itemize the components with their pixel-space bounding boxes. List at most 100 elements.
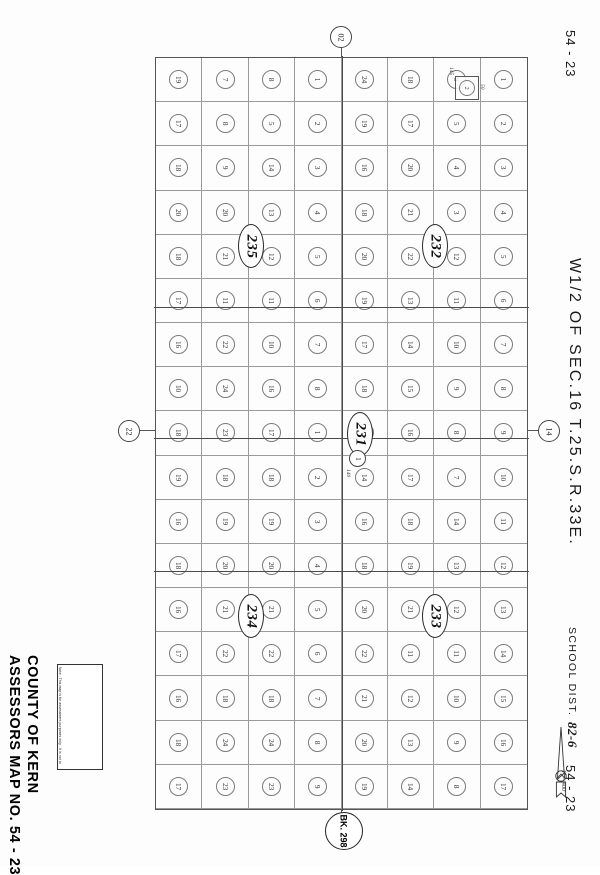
- parcel-number: 20: [354, 600, 374, 620]
- parcel-number: 17: [169, 644, 189, 664]
- parcel-number: 4: [308, 202, 328, 222]
- parcel-number: 12: [447, 600, 467, 620]
- parcel-cell: 17: [248, 411, 296, 456]
- parcel-cell: 7: [480, 323, 527, 368]
- center-small-parcel-circle: 1: [349, 450, 366, 467]
- section-tick-left: [140, 430, 155, 432]
- parcel-number: 10: [169, 379, 189, 399]
- parcel-cell: 19: [341, 764, 388, 809]
- parcel-number: 2: [308, 114, 328, 134]
- parcel-cell: 18: [387, 499, 435, 544]
- parcel-cell: 13: [480, 588, 527, 633]
- parcel-cell: 24: [248, 720, 296, 765]
- parcel-cell: 11: [387, 632, 435, 677]
- parcel-cell: 16: [248, 367, 296, 412]
- parcel-cell: 18: [156, 720, 203, 765]
- parcel-number: 3: [447, 202, 467, 222]
- parcel-cell: 5: [295, 234, 342, 279]
- parcel-number: 1: [308, 423, 328, 443]
- parcel-cell: 16: [156, 676, 203, 721]
- parcel-number: 10: [447, 688, 467, 708]
- parcel-cell: 9: [202, 146, 249, 191]
- parcel-cell: 7: [295, 323, 342, 368]
- parcel-number: 11: [494, 511, 514, 531]
- parcel-cell: 18: [341, 367, 388, 412]
- parcel-cell: 18: [156, 234, 203, 279]
- parcel-cell: 3: [434, 190, 481, 235]
- section-marker-top: 02: [330, 26, 352, 48]
- parcel-number: 16: [401, 423, 421, 443]
- parcel-number: 1: [308, 70, 328, 90]
- parcel-number: 19: [354, 776, 374, 796]
- section-tick-top: [341, 48, 343, 58]
- parcel-cell: 20: [202, 190, 249, 235]
- parcel-number: 10: [494, 467, 514, 487]
- parcel-number: 17: [401, 114, 421, 134]
- parcel-cell: 19: [202, 499, 249, 544]
- section-marker-top-label: 02: [336, 33, 346, 41]
- book-number-circle: BK. 298: [325, 812, 363, 850]
- parcel-number: 12: [401, 688, 421, 708]
- parcel-number: 9: [308, 776, 328, 796]
- parcel-cell: 6: [480, 279, 527, 324]
- parcel-cell: 20: [156, 190, 203, 235]
- parcel-cell: 19: [387, 543, 435, 589]
- parcel-cell: 2: [295, 455, 342, 500]
- parcel-number: 22: [215, 644, 235, 664]
- book-number-label: BK. 298: [339, 814, 349, 848]
- section-tick-right: [528, 430, 540, 432]
- center-meridian-line: [341, 56, 344, 811]
- parcel-number: 3: [308, 158, 328, 178]
- assessors-map-number: ASSESSORS MAP NO. 54 - 23: [6, 655, 22, 875]
- parcel-cell: 2: [480, 102, 527, 147]
- block-number-label: 235: [243, 234, 260, 258]
- parcel-cell: 20: [248, 543, 296, 589]
- detail-parcel-inset: 2: [455, 76, 479, 100]
- parcel-number: 14: [401, 776, 421, 796]
- parcel-cell: 14: [387, 323, 435, 368]
- parcel-number: 7: [447, 467, 467, 487]
- parcel-number: 14: [261, 158, 281, 178]
- parcel-cell: 16: [341, 499, 388, 544]
- parcel-cell: 24: [341, 58, 388, 103]
- parcel-number: 20: [215, 202, 235, 222]
- parcel-cell: 10: [434, 676, 481, 721]
- parcel-number: 18: [215, 688, 235, 708]
- block-number-label: 232: [427, 234, 444, 258]
- parcel-cell: 19: [156, 58, 203, 103]
- parcel-cell: 15: [480, 676, 527, 721]
- parcel-cell: 23: [248, 764, 296, 809]
- parcel-number: 14: [494, 644, 514, 664]
- parcel-grid: 1978124189117852191752189143162043202013…: [155, 57, 528, 810]
- parcel-number: 24: [261, 732, 281, 752]
- parcel-number: 21: [215, 246, 235, 266]
- parcel-cell: 15: [387, 367, 435, 412]
- parcel-number: 10: [447, 335, 467, 355]
- parcel-number: 8: [494, 379, 514, 399]
- parcel-cell: 17: [156, 102, 203, 147]
- parcel-cell: 1: [480, 58, 527, 103]
- parcel-cell: 14: [248, 146, 296, 191]
- parcel-cell: 4: [480, 191, 527, 235]
- parcel-number: 23: [215, 776, 235, 796]
- parcel-cell: 8: [202, 102, 249, 147]
- block-number-label: 231: [352, 422, 369, 446]
- parcel-number: 5: [308, 600, 328, 620]
- parcel-cell: 16: [156, 323, 203, 368]
- block-number-label: 234: [243, 604, 260, 628]
- parcel-number: 23: [215, 423, 235, 443]
- parcel-cell: 8: [295, 367, 342, 412]
- parcel-number: 16: [261, 379, 281, 399]
- parcel-number: 5: [261, 114, 281, 134]
- center-small-parcel-number: 1: [353, 456, 362, 461]
- parcel-cell: 12: [248, 234, 296, 279]
- parcel-number: 1: [494, 70, 514, 90]
- parcel-cell: 12: [434, 234, 481, 279]
- parcel-number: 18: [401, 511, 421, 531]
- parcel-cell: 19: [156, 455, 203, 500]
- parcel-cell: 9: [295, 764, 342, 809]
- section-marker-right: 14: [538, 420, 560, 442]
- parcel-number: 13: [401, 732, 421, 752]
- parcel-number: 17: [169, 776, 189, 796]
- parcel-cell: 6: [295, 632, 342, 677]
